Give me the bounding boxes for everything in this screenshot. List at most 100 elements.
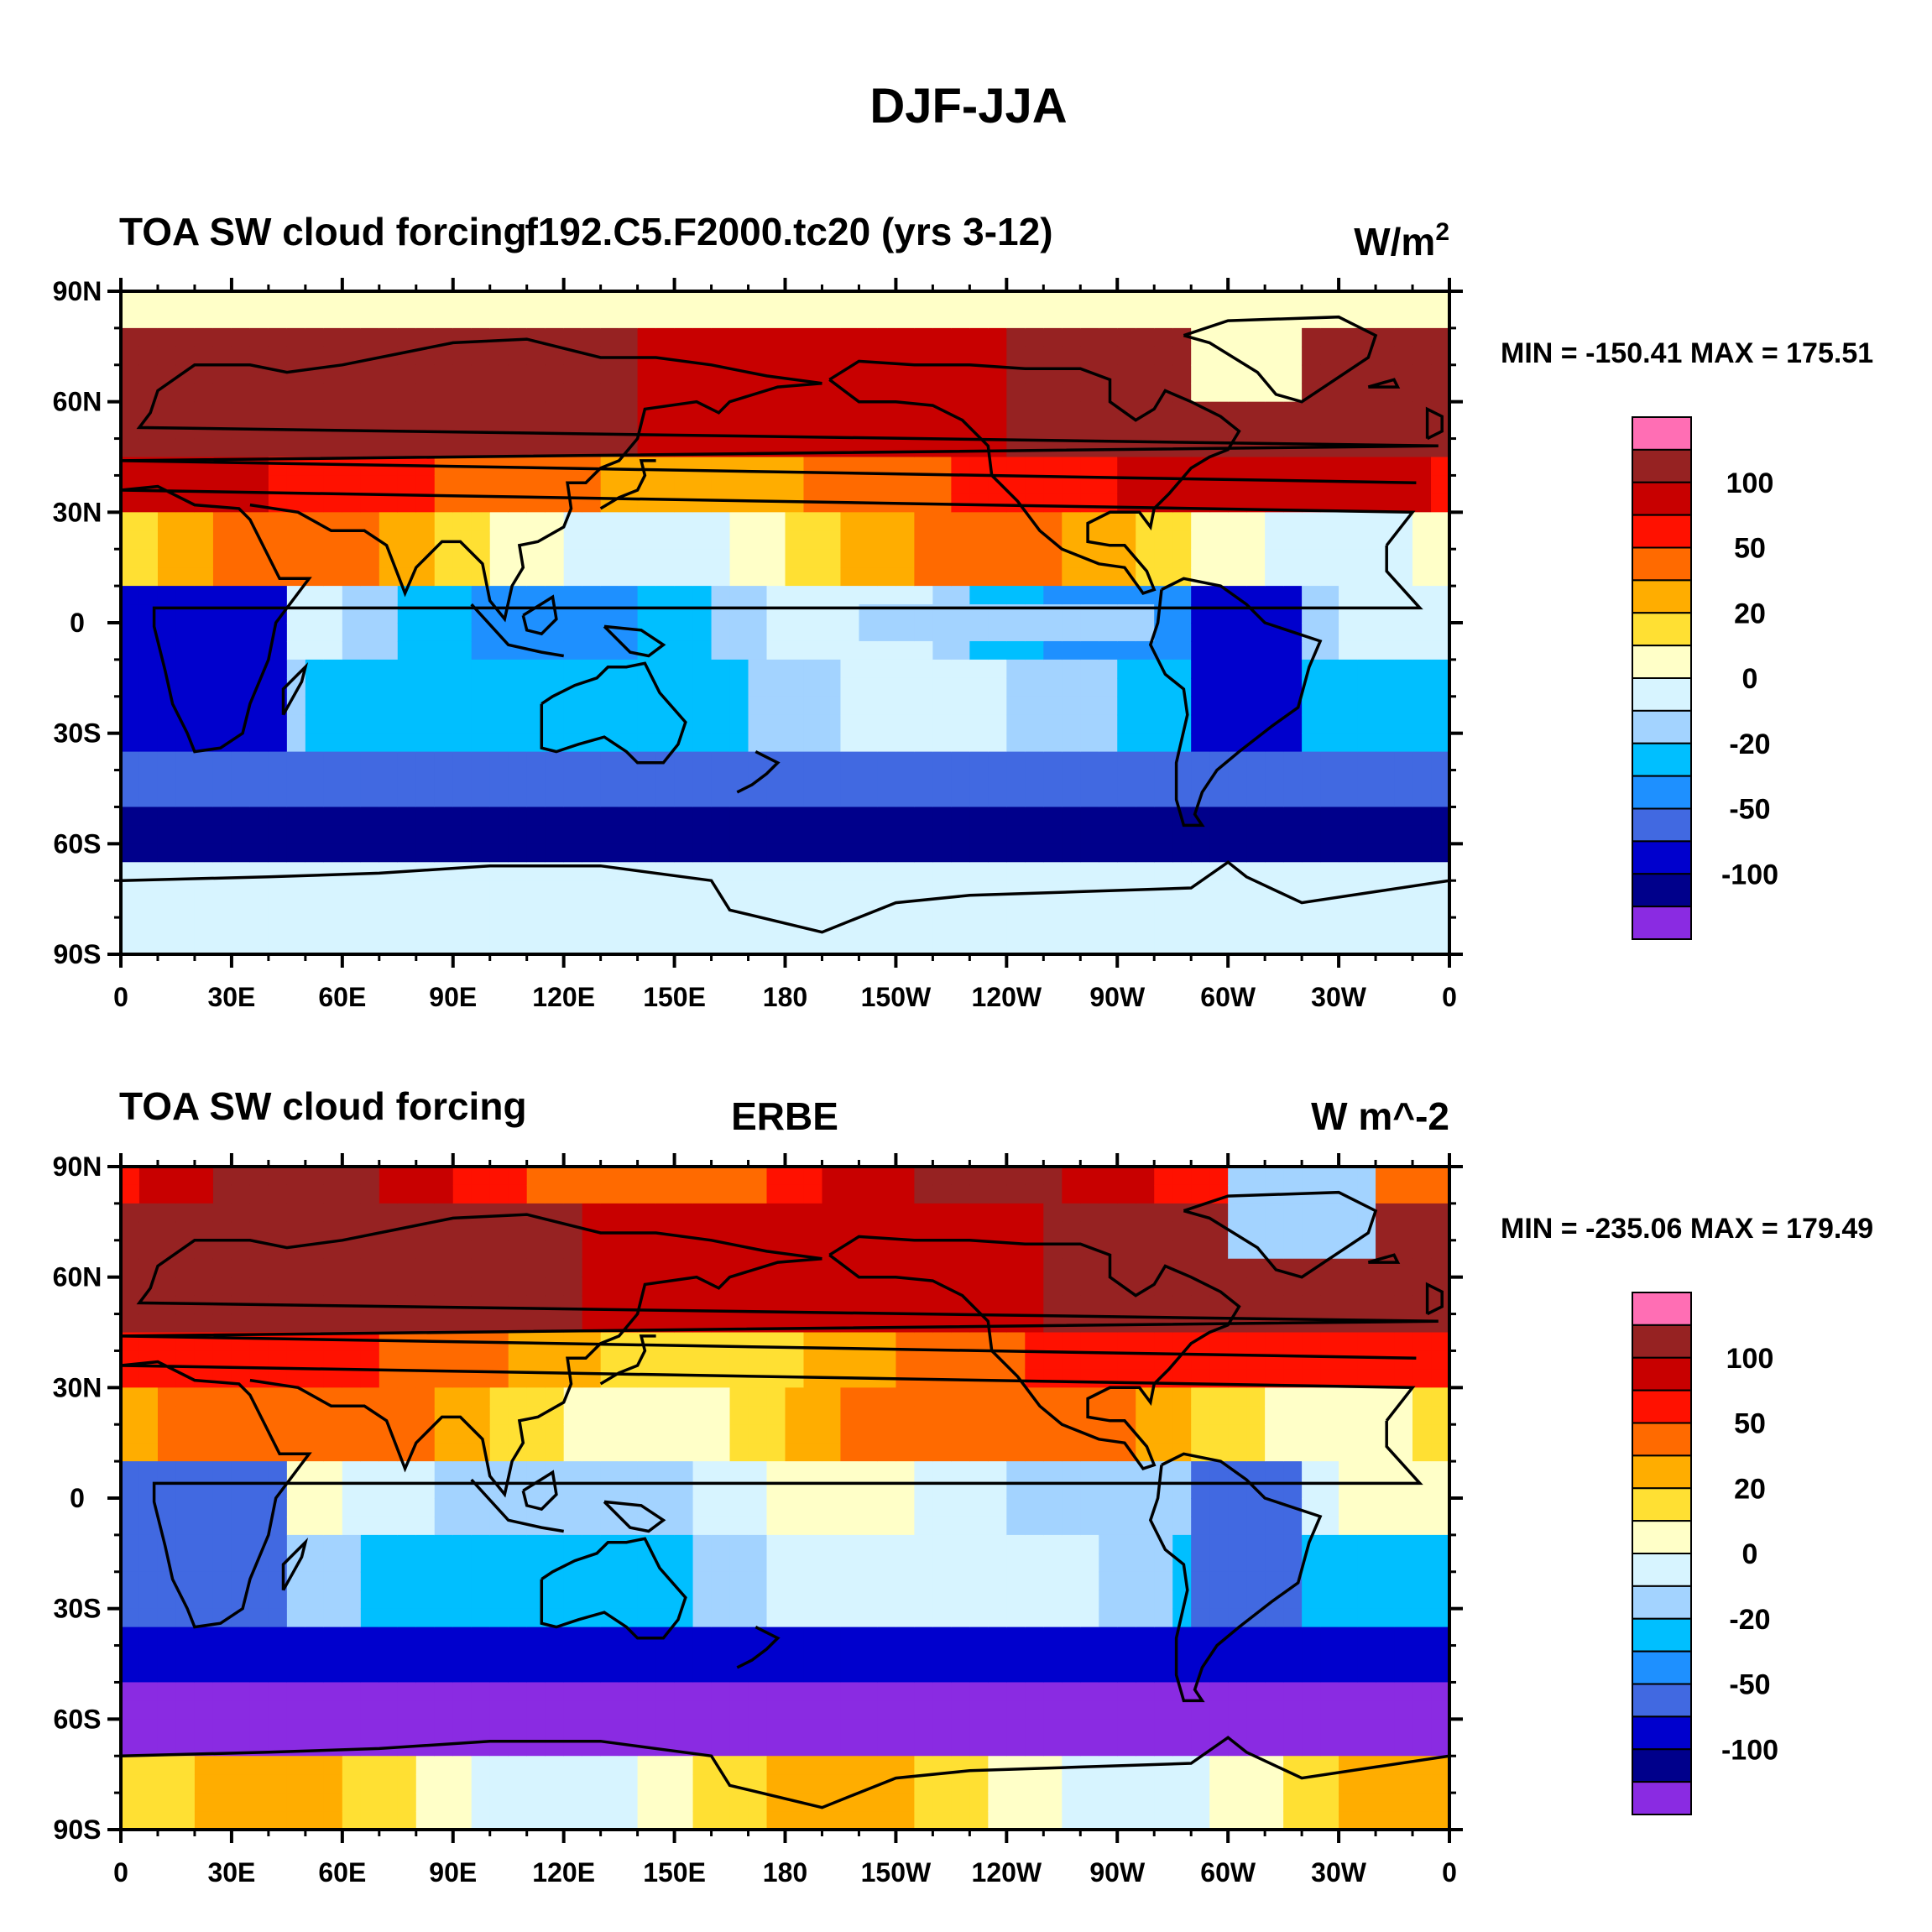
map-cell <box>951 1534 970 1554</box>
map-cell <box>471 788 491 808</box>
map-cell <box>1246 327 1266 347</box>
map-cell <box>121 1221 140 1241</box>
map-cell <box>138 1461 159 1480</box>
map-cell <box>526 825 546 844</box>
map-cell <box>1080 1645 1099 1665</box>
map-cell <box>969 1793 989 1812</box>
map-cell <box>1394 659 1413 679</box>
panel-obs-map <box>121 1167 1449 1830</box>
map-cell <box>231 1350 251 1370</box>
map-cell <box>1302 770 1321 790</box>
map-cell <box>157 1627 177 1647</box>
map-cell <box>1302 788 1321 808</box>
map-cell <box>729 936 749 954</box>
map-cell <box>212 1167 232 1186</box>
map-cell <box>582 1387 602 1407</box>
map-cell <box>1006 1277 1026 1297</box>
map-cell <box>1376 420 1395 440</box>
map-cell <box>582 1700 602 1720</box>
map-cell <box>637 512 657 531</box>
map-cell <box>286 788 306 808</box>
map-cell <box>1080 1608 1099 1628</box>
map-cell <box>1062 714 1081 734</box>
map-cell <box>434 309 454 329</box>
map-cell <box>932 825 952 844</box>
map-cell <box>508 1534 528 1554</box>
map-cell <box>988 1700 1007 1720</box>
map-cell <box>452 1240 473 1260</box>
map-cell <box>748 1719 768 1738</box>
map-cell <box>1117 899 1136 918</box>
map-cell <box>655 862 676 881</box>
map-cell <box>1099 862 1118 881</box>
map-cell <box>231 1774 251 1794</box>
map-cell <box>932 1737 952 1757</box>
map-cell <box>711 1498 731 1517</box>
map-cell <box>932 1406 952 1425</box>
map-cell <box>452 733 473 753</box>
map-cell <box>1099 1811 1118 1830</box>
map-cell <box>397 1369 417 1388</box>
map-cell <box>822 640 842 661</box>
map-cell <box>231 291 251 311</box>
map-cell <box>1265 327 1284 347</box>
map-cell <box>859 788 879 808</box>
map-cell <box>1006 420 1026 440</box>
map-cell <box>249 1184 269 1204</box>
map-cell <box>1117 1184 1136 1204</box>
map-cell <box>1302 549 1321 568</box>
map-cell <box>822 936 842 954</box>
map-cell <box>545 1682 565 1701</box>
map-cell <box>1209 825 1229 844</box>
map-cell <box>1357 825 1376 844</box>
map-cell <box>1154 1221 1173 1241</box>
map-cell <box>1099 825 1118 844</box>
map-cell <box>415 1627 436 1647</box>
map-cell <box>157 807 177 826</box>
map-cell <box>1136 659 1155 679</box>
map-cell <box>785 1498 805 1517</box>
map-cell <box>1099 1313 1118 1334</box>
map-cell <box>452 383 473 403</box>
map-cell <box>822 327 842 347</box>
map-cell <box>748 880 768 900</box>
map-cell <box>471 1608 491 1628</box>
colorbar-box <box>1632 546 1692 582</box>
map-cell <box>1099 493 1118 513</box>
map-cell <box>323 1498 343 1517</box>
map-cell <box>563 696 583 716</box>
map-cell <box>582 457 602 477</box>
map-cell <box>840 843 860 863</box>
map-cell <box>729 457 749 477</box>
map-cell <box>1412 788 1432 808</box>
map-cell <box>1154 1553 1173 1573</box>
map-cell <box>932 751 952 771</box>
map-cell <box>323 1406 343 1425</box>
map-cell <box>138 1184 159 1204</box>
map-cell <box>582 364 602 384</box>
map-cell <box>342 1756 362 1775</box>
map-cell <box>803 549 823 568</box>
map-cell <box>1265 862 1284 881</box>
map-cell <box>1283 696 1303 716</box>
map-cell <box>175 309 196 329</box>
map-cell <box>489 475 509 494</box>
map-cell <box>379 1756 399 1775</box>
map-cell <box>1136 1203 1155 1223</box>
map-cell <box>711 1627 731 1647</box>
map-cell <box>305 1571 325 1591</box>
map-cell <box>508 1719 528 1738</box>
map-cell <box>748 530 768 550</box>
map-cell <box>951 1313 970 1334</box>
map-cell <box>1320 401 1339 421</box>
map-cell <box>434 623 454 642</box>
map-cell <box>877 438 897 458</box>
map-cell <box>1099 936 1118 954</box>
map-cell <box>748 1811 768 1830</box>
map-cell <box>748 586 768 605</box>
map-cell <box>1283 475 1303 494</box>
map-cell <box>305 733 325 753</box>
map-cell <box>231 1203 251 1223</box>
map-cell <box>1191 714 1210 734</box>
map-cell <box>526 586 546 605</box>
